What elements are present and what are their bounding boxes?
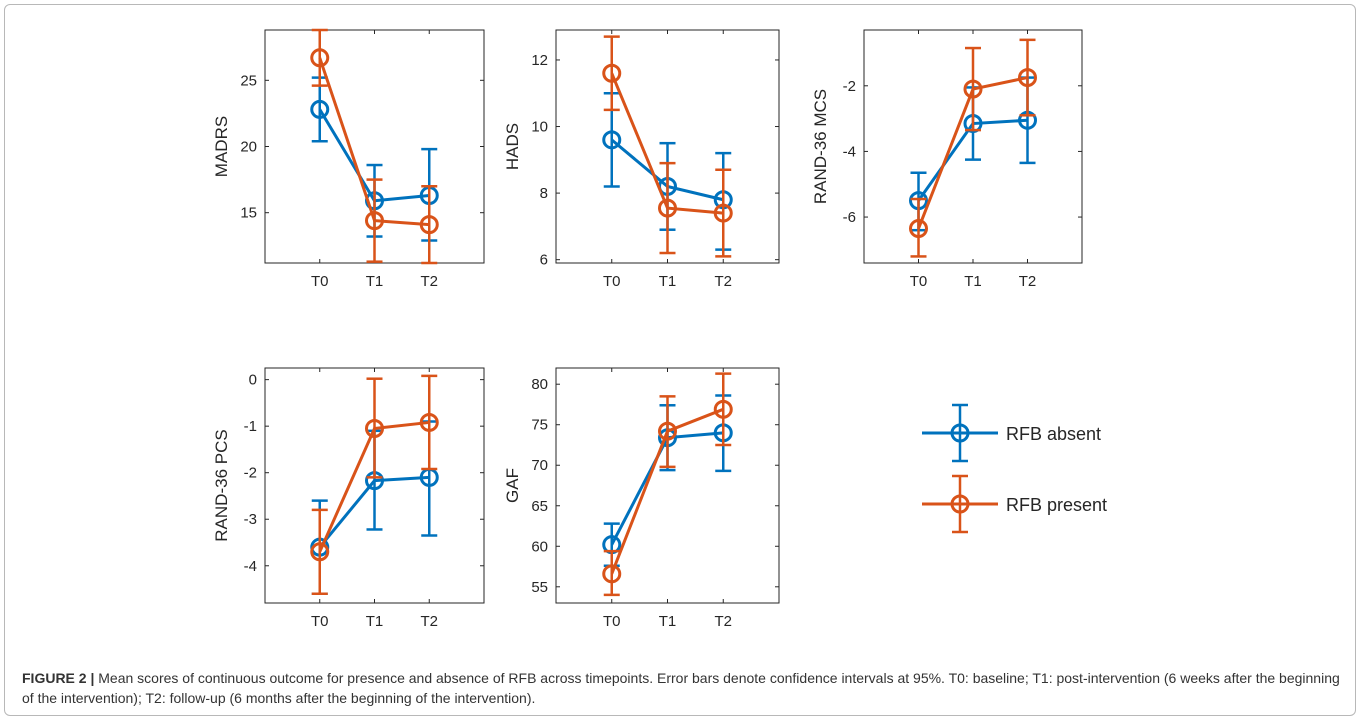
series-present [602, 372, 733, 597]
series-line [318, 57, 430, 227]
y-tick-label: 70 [531, 457, 548, 474]
y-tick-label: -4 [244, 558, 257, 575]
y-tick-label: 10 [531, 119, 548, 136]
data-point [365, 211, 384, 231]
y-tick-label: -2 [244, 465, 257, 482]
x-tick-label: T2 [420, 613, 438, 630]
legend-marker [950, 494, 970, 514]
legend-marker [950, 423, 970, 443]
series-line [610, 407, 724, 575]
y-tick-label: 75 [531, 417, 548, 434]
data-point [1018, 68, 1037, 88]
y-tick-label: 15 [240, 205, 257, 222]
y-tick-label: 25 [240, 72, 257, 89]
x-tick-label: T0 [603, 613, 621, 630]
series-line [610, 72, 724, 215]
caption-label: FIGURE 2 | [22, 670, 95, 686]
y-tick-label: 12 [531, 52, 548, 69]
y-tick-label: 55 [531, 579, 548, 596]
y-tick-label: 60 [531, 538, 548, 555]
data-point [310, 48, 330, 68]
y-axis-label: HADS [503, 123, 522, 170]
legend-label: RFB absent [1006, 424, 1101, 444]
caption-text: Mean scores of continuous outcome for pr… [22, 670, 1340, 706]
y-tick-label: -4 [843, 143, 856, 160]
y-tick-label: 20 [240, 139, 257, 156]
data-point [713, 203, 733, 223]
y-tick-label: -1 [244, 418, 257, 435]
legend-label: RFB present [1006, 495, 1107, 515]
x-tick-label: T0 [910, 273, 928, 290]
data-point [963, 79, 983, 99]
y-axis-label: MADRS [212, 116, 231, 177]
y-tick-label: -3 [244, 511, 257, 528]
chart-panel-4: -4 -3 -2 -1 0 T0 T1 T2 RAND-36 PCS [212, 367, 485, 630]
chart-panel-1: 15 20 25 T0 T1 T2 MADRS [212, 28, 485, 290]
data-point [909, 219, 928, 239]
series-present [310, 28, 439, 265]
data-point [419, 215, 439, 235]
figure-frame [4, 4, 1356, 716]
y-tick-label: -6 [843, 209, 856, 226]
data-point [658, 421, 677, 441]
y-axis-label: GAF [503, 468, 522, 503]
data-point [602, 130, 622, 150]
x-tick-label: T2 [714, 613, 732, 630]
data-point [658, 198, 677, 218]
data-point [713, 399, 733, 419]
y-axis-label: RAND-36 PCS [212, 429, 231, 541]
x-tick-label: T1 [366, 613, 384, 630]
y-tick-label: 6 [540, 252, 548, 269]
x-tick-label: T0 [603, 273, 621, 290]
legend: RFB absent RFB present [922, 403, 1107, 534]
x-tick-label: T2 [420, 273, 438, 290]
data-point [419, 412, 439, 432]
data-point [602, 63, 622, 83]
series-present [909, 38, 1037, 258]
series-line [318, 420, 430, 553]
series-line [318, 475, 430, 549]
y-tick-label: -2 [843, 78, 856, 95]
legend-item-present: RFB present [922, 474, 1107, 534]
x-tick-label: T1 [964, 273, 982, 290]
series-line [917, 76, 1028, 230]
y-tick-label: 0 [249, 372, 257, 389]
legend-item-absent: RFB absent [922, 403, 1101, 463]
series-present [602, 35, 733, 258]
data-point [365, 418, 384, 438]
chart-panel-3: -6 -4 -2 T0 T1 T2 RAND-36 MCS [811, 29, 1083, 290]
figure-caption: FIGURE 2 | Mean scores of continuous out… [22, 668, 1342, 708]
y-tick-label: 8 [540, 185, 548, 202]
x-tick-label: T1 [659, 613, 677, 630]
x-tick-label: T2 [714, 273, 732, 290]
y-axis-label: RAND-36 MCS [811, 89, 830, 204]
data-point [310, 542, 330, 562]
x-tick-label: T1 [659, 273, 677, 290]
x-tick-label: T1 [366, 273, 384, 290]
x-tick-label: T0 [311, 613, 329, 630]
chart-panel-2: 6 8 10 12 T0 T1 T2 HADS [503, 29, 780, 290]
y-tick-label: 80 [531, 376, 548, 393]
series-present [310, 374, 439, 595]
data-point [310, 99, 330, 119]
data-point [602, 564, 622, 584]
y-tick-label: 65 [531, 498, 548, 515]
x-tick-label: T2 [1019, 273, 1037, 290]
x-tick-label: T0 [311, 273, 329, 290]
chart-panel-5: 55 60 65 70 75 80 T0 T1 T2 GAF [503, 367, 780, 630]
